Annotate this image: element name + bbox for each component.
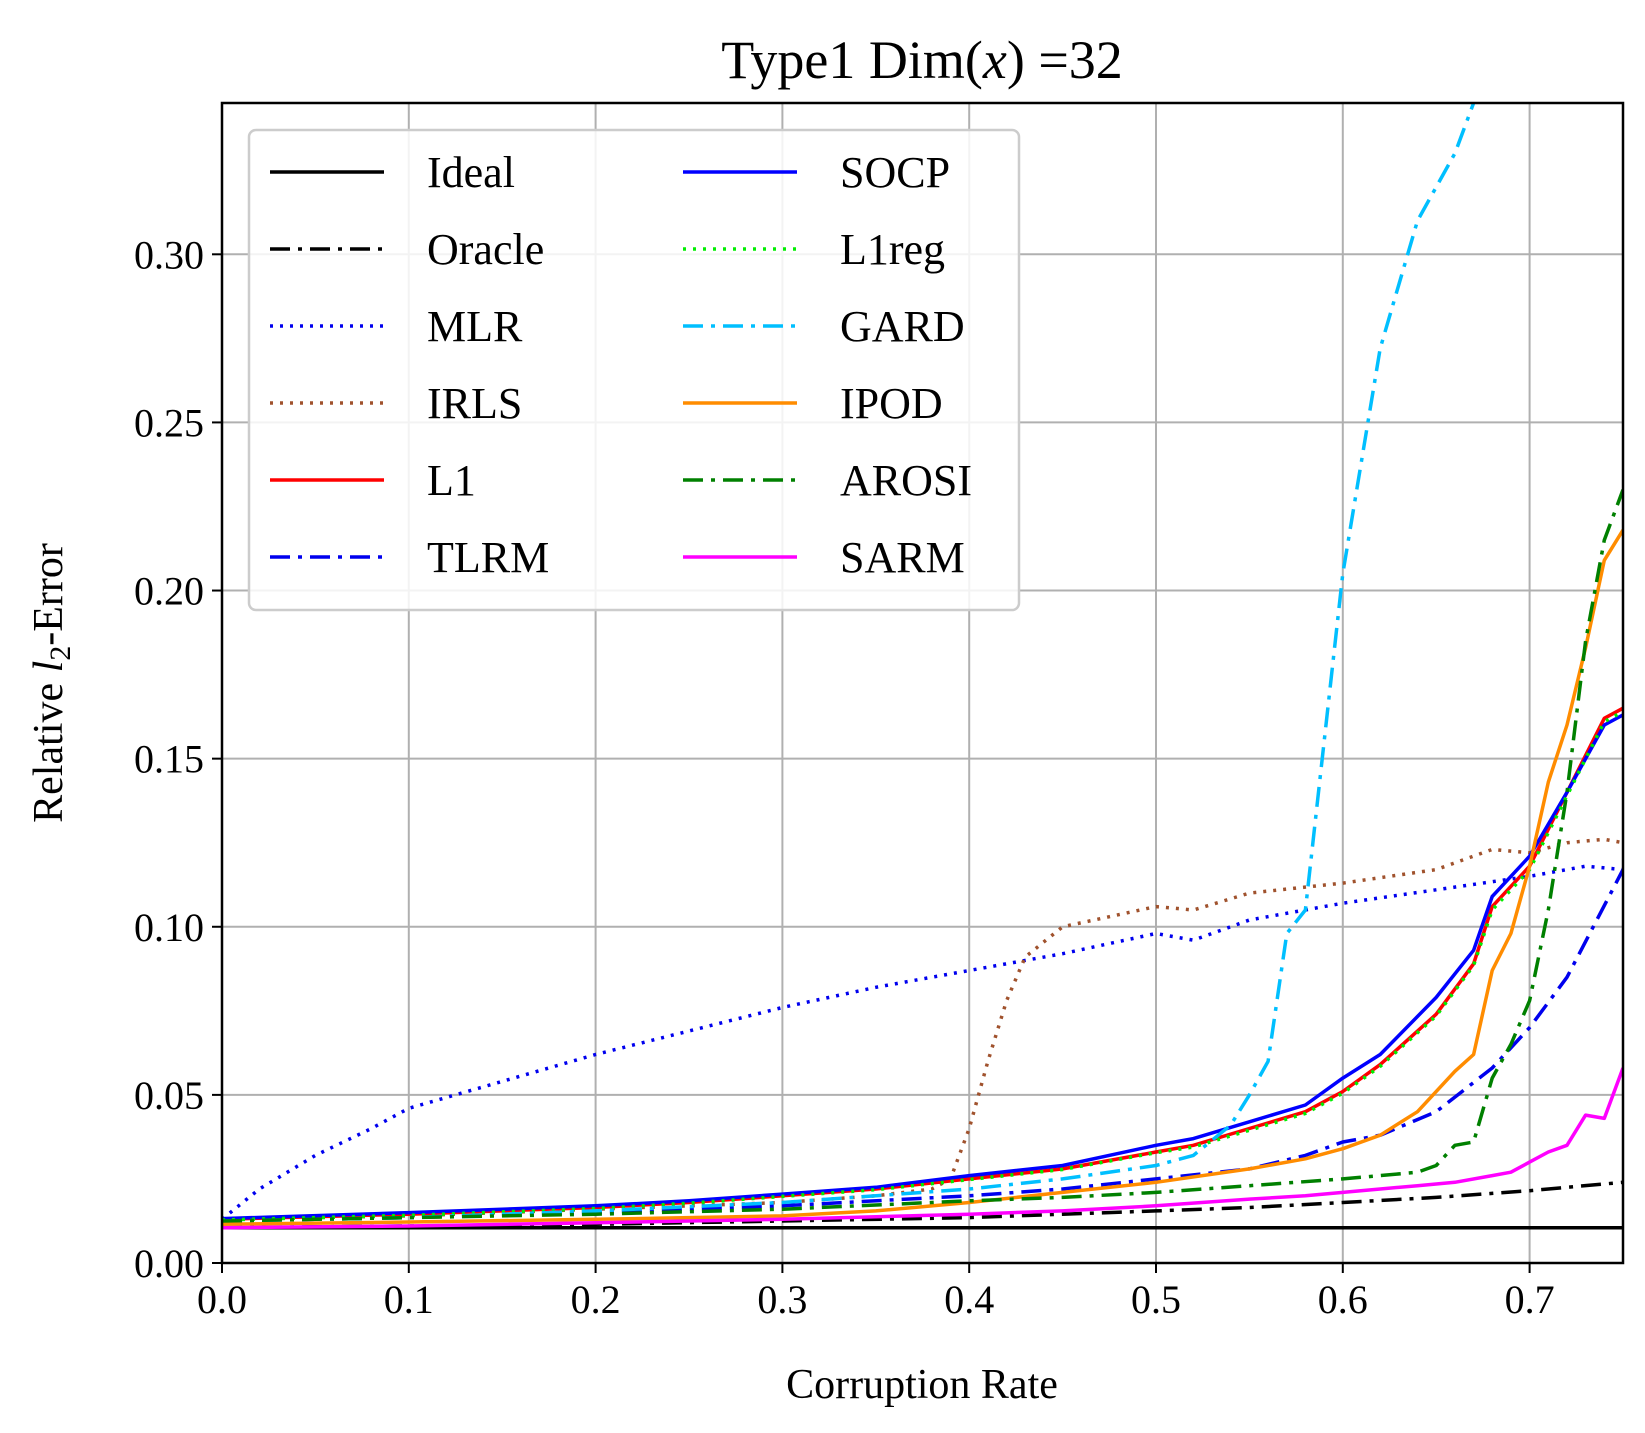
series-line-socp <box>222 713 1623 1221</box>
x-tick-label: 0.2 <box>571 1277 621 1322</box>
x-tick-label: 0.7 <box>1505 1277 1555 1322</box>
y-tick-label: 0.00 <box>134 1241 204 1286</box>
series-line-sarm <box>222 1067 1623 1230</box>
legend-label-irls: IRLS <box>427 379 522 428</box>
legend-label-mlr: MLR <box>427 302 523 351</box>
y-tick-label: 0.20 <box>134 569 204 614</box>
legend-label-oracle: Oracle <box>427 225 544 274</box>
series-line-mlr <box>222 864 1623 1221</box>
x-tick-label: 0.3 <box>757 1277 807 1322</box>
legend: Ideal Oracle MLR IRLS L1 TLRM SOCP L1reg GARD IPO… <box>247 128 1021 612</box>
x-tick-label: 0.5 <box>1131 1277 1181 1322</box>
legend-label-ipod: IPOD <box>840 379 943 428</box>
legend-label-arosi: AROSI <box>840 456 972 505</box>
x-tick-label: 0.4 <box>944 1277 994 1322</box>
series-line-arosi <box>222 489 1623 1223</box>
y-tick-label: 0.05 <box>134 1073 204 1118</box>
legend-label-l1reg: L1reg <box>840 225 945 274</box>
legend-label-sarm: SARM <box>840 533 965 582</box>
y-axis-label: Relative l2-Error <box>26 543 77 823</box>
series-line-gard <box>222 103 1476 1223</box>
legend-label-ideal: Ideal <box>427 148 515 197</box>
ticks: 0.0 0.1 0.2 0.3 0.4 0.5 0.6 0.7 0.00 0.05 0.10 0.15… <box>134 232 1555 1322</box>
chart-title: Type1 Dim(x) =32 <box>721 30 1123 90</box>
plot-frame <box>220 101 1625 1265</box>
x-tick-label: 0.0 <box>197 1277 247 1322</box>
y-tick-label: 0.10 <box>134 905 204 950</box>
legend-label-l1: L1 <box>427 456 476 505</box>
y-tick-label: 0.30 <box>134 232 204 277</box>
series-line-irls <box>222 837 1623 1222</box>
y-tick-label: 0.25 <box>134 400 204 445</box>
series-line-ipod <box>222 529 1623 1227</box>
series-group <box>222 103 1623 1230</box>
legend-label-socp: SOCP <box>840 148 950 197</box>
x-tick-label: 0.6 <box>1318 1277 1368 1322</box>
legend-label-tlrm: TLRM <box>427 533 549 582</box>
legend-label-gard: GARD <box>840 302 965 351</box>
y-tick-label: 0.15 <box>134 737 204 782</box>
x-axis-label: Corruption Rate <box>786 1362 1058 1408</box>
legend-box <box>247 128 1021 612</box>
x-tick-label: 0.1 <box>384 1277 434 1322</box>
